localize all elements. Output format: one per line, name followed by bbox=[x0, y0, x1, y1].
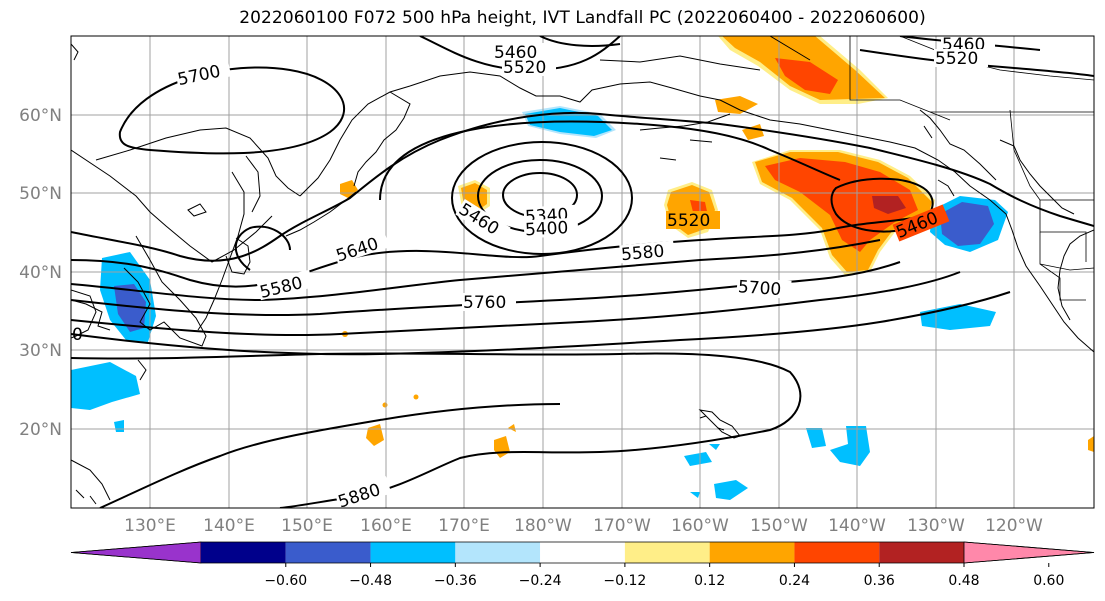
lat-label: 40°N bbox=[19, 263, 62, 283]
longitude-labels: 130°E 140°E 150°E 160°E 170°E 180°W 170°… bbox=[124, 516, 1043, 536]
lon-label: 160°W bbox=[671, 516, 729, 536]
colorbar-tick-label: 0.60 bbox=[1033, 573, 1064, 589]
colorbar-tick-label: −0.36 bbox=[434, 573, 477, 589]
colorbar-segment bbox=[540, 542, 625, 563]
colorbar-segment bbox=[794, 542, 880, 563]
lat-label: 50°N bbox=[19, 184, 62, 204]
lon-label: 140°W bbox=[828, 516, 886, 536]
contour-label: 0 bbox=[72, 325, 83, 345]
lon-label: 140°E bbox=[203, 516, 255, 536]
colorbar-segment bbox=[201, 542, 286, 563]
colorbar-segment bbox=[624, 542, 710, 563]
colorbar-segment bbox=[455, 542, 541, 563]
colorbar-extend-high bbox=[963, 541, 1095, 564]
colorbar-extend-low bbox=[70, 541, 202, 564]
colorbar-segments bbox=[70, 541, 1095, 564]
contour-label: 5700 bbox=[737, 277, 782, 300]
colorbar-tick-label: −0.48 bbox=[349, 573, 392, 589]
colorbar-segment bbox=[370, 542, 456, 563]
political-boundaries bbox=[849, 36, 1094, 301]
colorbar-ticks: −0.60 −0.48 −0.36 −0.24 −0.12 0.12 0.24 0.36 0.4… bbox=[264, 563, 1064, 589]
colorbar-tick-label: 0.12 bbox=[694, 573, 725, 589]
contour-label: 5760 bbox=[463, 293, 506, 313]
lon-label: 170°W bbox=[593, 516, 651, 536]
contour-label: 5520 bbox=[935, 49, 978, 69]
colorbar-segment bbox=[709, 542, 795, 563]
colorbar-segment bbox=[879, 542, 964, 563]
contour-label: 5580 bbox=[620, 242, 665, 266]
ivt-positive-fills bbox=[340, 36, 1094, 458]
lon-label: 170°E bbox=[438, 516, 490, 536]
contour-label: 5520 bbox=[667, 211, 710, 231]
lat-label: 20°N bbox=[19, 420, 62, 440]
lat-label: 30°N bbox=[19, 341, 62, 361]
colorbar-segment bbox=[285, 542, 371, 563]
map-title: 2022060100 F072 500 hPa height, IVT Land… bbox=[239, 8, 926, 28]
colorbar-outline bbox=[70, 541, 1095, 564]
colorbar-tick-label: 0.48 bbox=[948, 573, 979, 589]
colorbar: −0.60 −0.48 −0.36 −0.24 −0.12 0.12 0.24 0.36 0.4… bbox=[70, 541, 1095, 589]
lon-label: 130°W bbox=[907, 516, 965, 536]
colorbar-tick-label: −0.24 bbox=[519, 573, 562, 589]
contour-label: 5520 bbox=[503, 58, 546, 78]
colorbar-tick-label: 0.24 bbox=[779, 573, 810, 589]
colorbar-tick-label: 0.36 bbox=[864, 573, 895, 589]
contour-label: 5400 bbox=[525, 218, 569, 240]
latitude-labels: 60°N 50°N 40°N 30°N 20°N bbox=[19, 106, 62, 440]
lon-label: 160°E bbox=[360, 516, 412, 536]
lon-label: 130°E bbox=[124, 516, 176, 536]
lon-label: 180°W bbox=[514, 516, 572, 536]
graticule bbox=[71, 36, 1094, 508]
colorbar-tick-label: −0.12 bbox=[603, 573, 646, 589]
lat-label: 60°N bbox=[19, 106, 62, 126]
lon-label: 150°W bbox=[750, 516, 808, 536]
colorbar-tick-label: −0.60 bbox=[264, 573, 307, 589]
lon-label: 120°W bbox=[985, 516, 1043, 536]
lon-label: 150°E bbox=[281, 516, 333, 536]
map-frame bbox=[70, 35, 1095, 509]
coastlines bbox=[71, 36, 1094, 505]
